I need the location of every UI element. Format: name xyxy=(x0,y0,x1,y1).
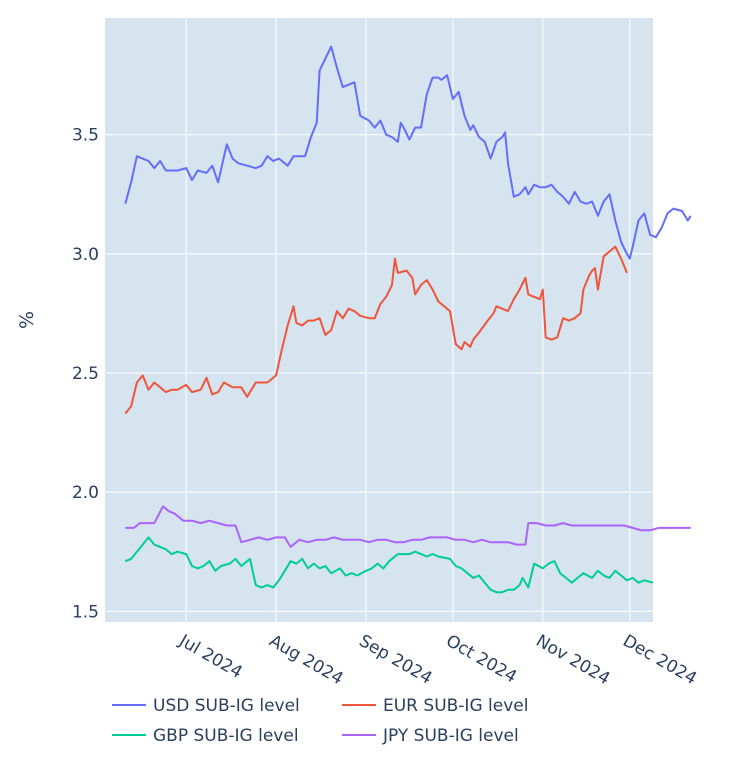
legend-label: EUR SUB-IG level xyxy=(383,696,528,716)
series-line xyxy=(124,245,628,415)
legend-item[interactable]: USD SUB-IG level xyxy=(112,696,300,716)
legend-item[interactable]: GBP SUB-IG level xyxy=(112,726,299,746)
legend-item[interactable]: JPY SUB-IG level xyxy=(342,726,519,746)
x-tick-label: Aug 2024 xyxy=(266,631,347,689)
x-tick-label: Nov 2024 xyxy=(532,631,613,689)
x-tick-label: Dec 2024 xyxy=(619,631,700,689)
y-tick-label: 3.5 xyxy=(72,126,99,146)
series-line xyxy=(124,536,654,594)
series-line xyxy=(125,505,691,548)
legend-label: GBP SUB-IG level xyxy=(153,726,299,746)
x-tick-label: Oct 2024 xyxy=(442,631,520,687)
legend-item[interactable]: EUR SUB-IG level xyxy=(342,696,528,716)
y-tick-label: 1.5 xyxy=(72,602,99,622)
x-tick-label: Sep 2024 xyxy=(355,631,435,689)
y-axis-title: % xyxy=(16,311,38,329)
y-tick-label: 2.5 xyxy=(72,364,99,384)
legend-label: USD SUB-IG level xyxy=(153,696,300,716)
y-tick-label: 2.0 xyxy=(72,483,99,503)
x-tick-label: Jul 2024 xyxy=(175,631,246,683)
data-series xyxy=(124,45,692,594)
y-axis-ticks: 1.5 2.0 2.5 3.0 3.5 xyxy=(72,126,99,623)
legend-label: JPY SUB-IG level xyxy=(382,726,519,746)
y-tick-label: 3.0 xyxy=(72,245,99,265)
series-line xyxy=(124,45,692,260)
legend[interactable]: USD SUB-IG level EUR SUB-IG level GBP SUB-… xyxy=(112,696,528,746)
x-axis-ticks: Jul 2024 Aug 2024 Sep 2024 Oct 2024 Nov 2024… xyxy=(175,631,700,690)
